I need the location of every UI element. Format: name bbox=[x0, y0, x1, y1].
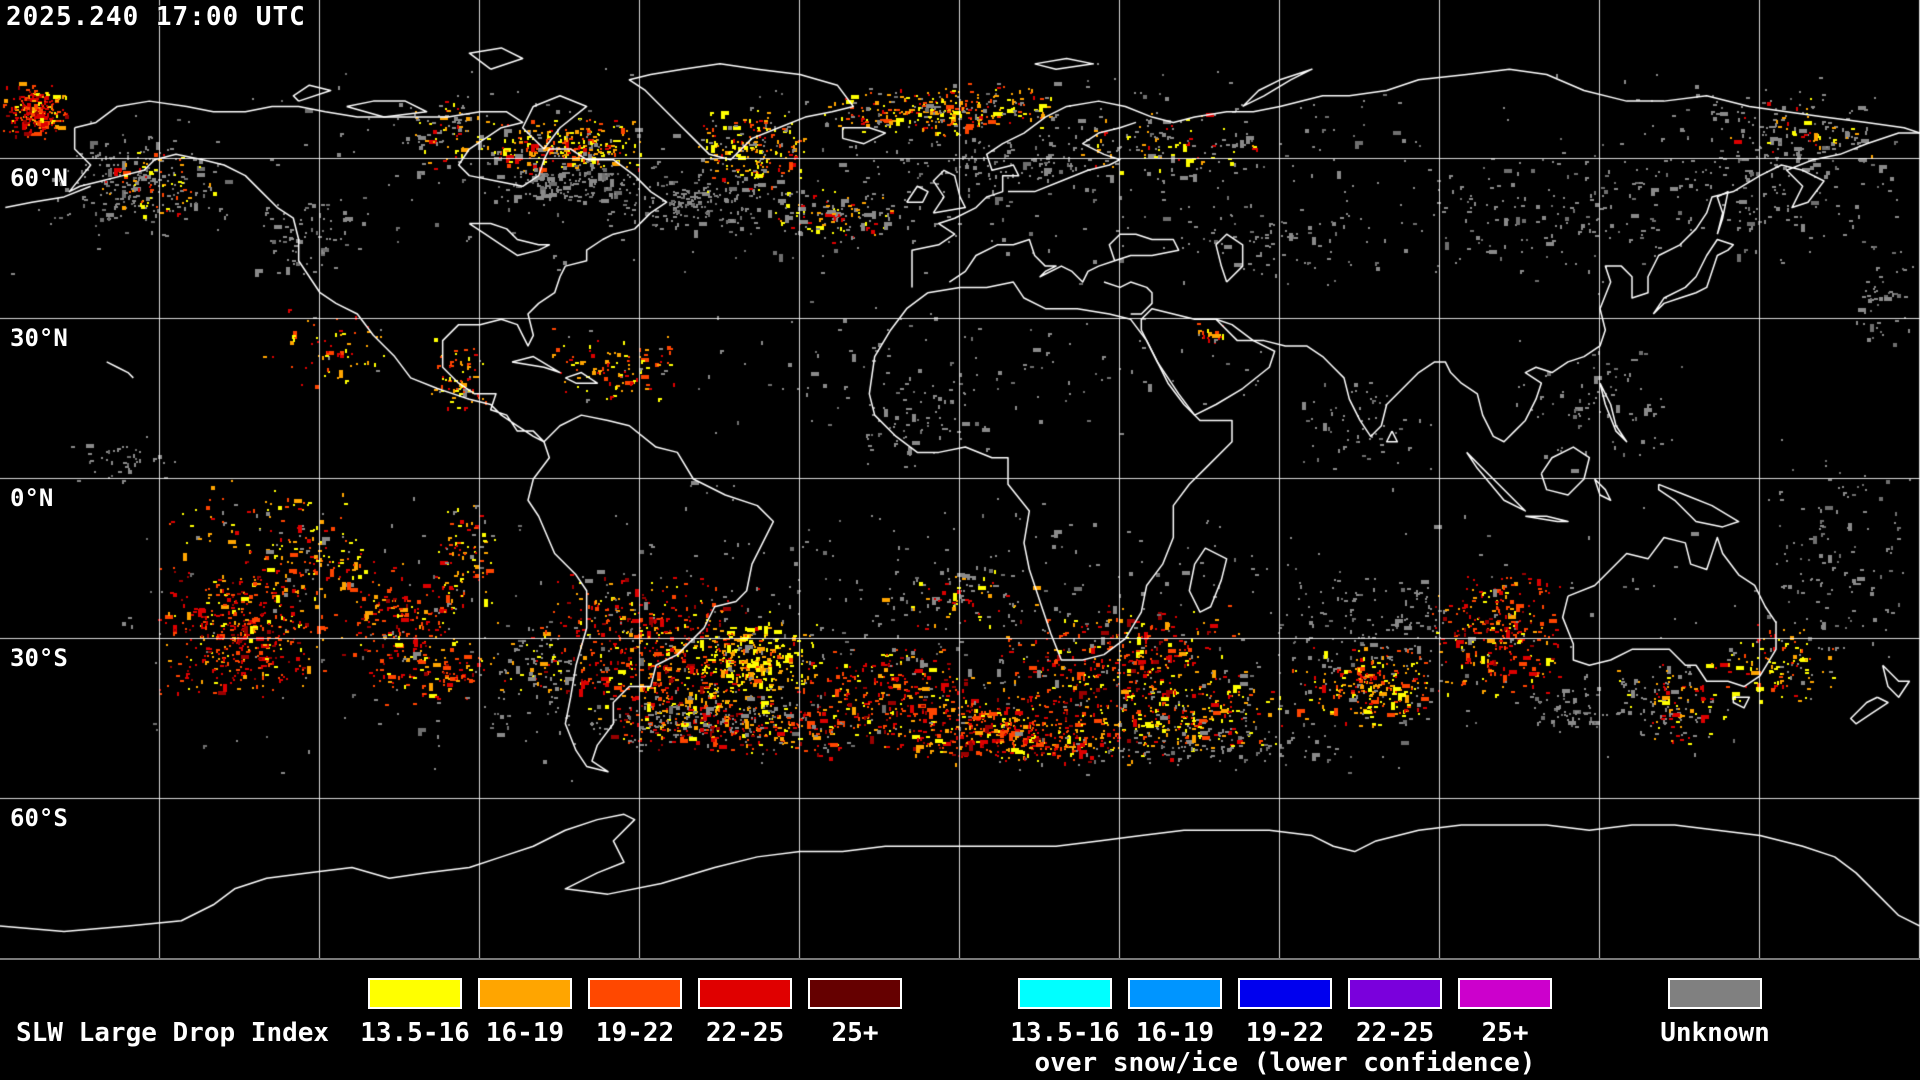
latitude-label: 60°N bbox=[10, 164, 68, 192]
legend-swatch-standard bbox=[698, 978, 792, 1009]
legend-swatch-snow-ice bbox=[1348, 978, 1442, 1009]
legend-swatch-label: Unknown bbox=[1660, 1018, 1770, 1048]
legend-swatch-label: 19-22 bbox=[595, 1018, 675, 1048]
legend-swatch-standard bbox=[588, 978, 682, 1009]
legend-swatch-label: 13.5-16 bbox=[1010, 1018, 1120, 1048]
world-map: 2025.240 17:00 UTC 60°N 30°N 0°N 30°S 60°S bbox=[0, 0, 1920, 958]
legend-swatch-snow-ice bbox=[1458, 978, 1552, 1009]
legend-swatch-label: 25+ bbox=[1481, 1018, 1529, 1048]
legend-swatch-label: 22-25 bbox=[705, 1018, 785, 1048]
legend-swatch-label: 22-25 bbox=[1355, 1018, 1435, 1048]
legend-swatch-standard bbox=[808, 978, 902, 1009]
legend-swatch-label: 13.5-16 bbox=[360, 1018, 470, 1048]
legend-swatch-label: 25+ bbox=[831, 1018, 879, 1048]
legend-swatch-label: 19-22 bbox=[1245, 1018, 1325, 1048]
legend-swatch-standard bbox=[368, 978, 462, 1009]
legend-title: SLW Large Drop Index bbox=[16, 1018, 330, 1048]
world-map-canvas bbox=[0, 0, 1920, 958]
timestamp: 2025.240 17:00 UTC bbox=[6, 2, 306, 32]
latitude-label: 0°N bbox=[10, 484, 54, 512]
latitude-label: 30°S bbox=[10, 644, 68, 672]
legend-swatch-snow-ice bbox=[1238, 978, 1332, 1009]
legend-swatch-unknown bbox=[1668, 978, 1762, 1009]
legend-swatch-standard bbox=[478, 978, 572, 1009]
legend-snowice-caption: over snow/ice (lower confidence) bbox=[1034, 1048, 1536, 1078]
legend-swatch-snow-ice bbox=[1018, 978, 1112, 1009]
latitude-label: 30°N bbox=[10, 324, 68, 352]
legend-swatch-snow-ice bbox=[1128, 978, 1222, 1009]
legend-swatch-label: 16-19 bbox=[1135, 1018, 1215, 1048]
legend: SLW Large Drop Index 13.5-16 16-19 19-22 22… bbox=[0, 958, 1920, 1080]
legend-swatch-label: 16-19 bbox=[485, 1018, 565, 1048]
latitude-label: 60°S bbox=[10, 804, 68, 832]
